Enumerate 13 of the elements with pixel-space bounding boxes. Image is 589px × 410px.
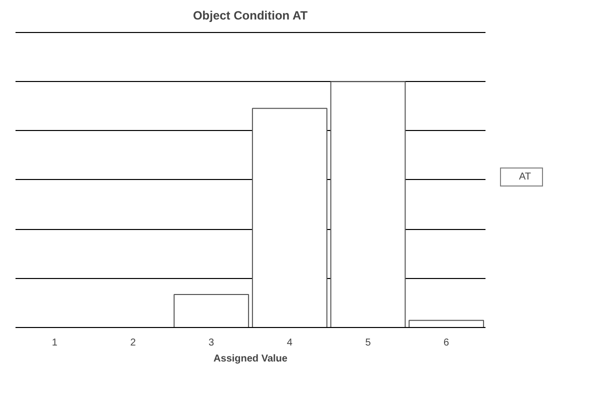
bar bbox=[330, 81, 406, 328]
text: AT bbox=[519, 172, 532, 182]
chart-title: Object Condition AT bbox=[192, 8, 308, 22]
bar bbox=[252, 108, 328, 328]
bar bbox=[408, 320, 484, 328]
x-tick-label: 5 bbox=[365, 338, 372, 348]
x-tick-label: 3 bbox=[208, 338, 215, 348]
x-tick-label: 2 bbox=[130, 338, 136, 348]
x-axis-title: Assigned Value bbox=[214, 354, 288, 364]
x-tick-label: 6 bbox=[444, 338, 450, 348]
x-tick-label: 4 bbox=[286, 338, 293, 348]
x-tick-label: 1 bbox=[52, 338, 58, 348]
bar bbox=[174, 294, 250, 328]
